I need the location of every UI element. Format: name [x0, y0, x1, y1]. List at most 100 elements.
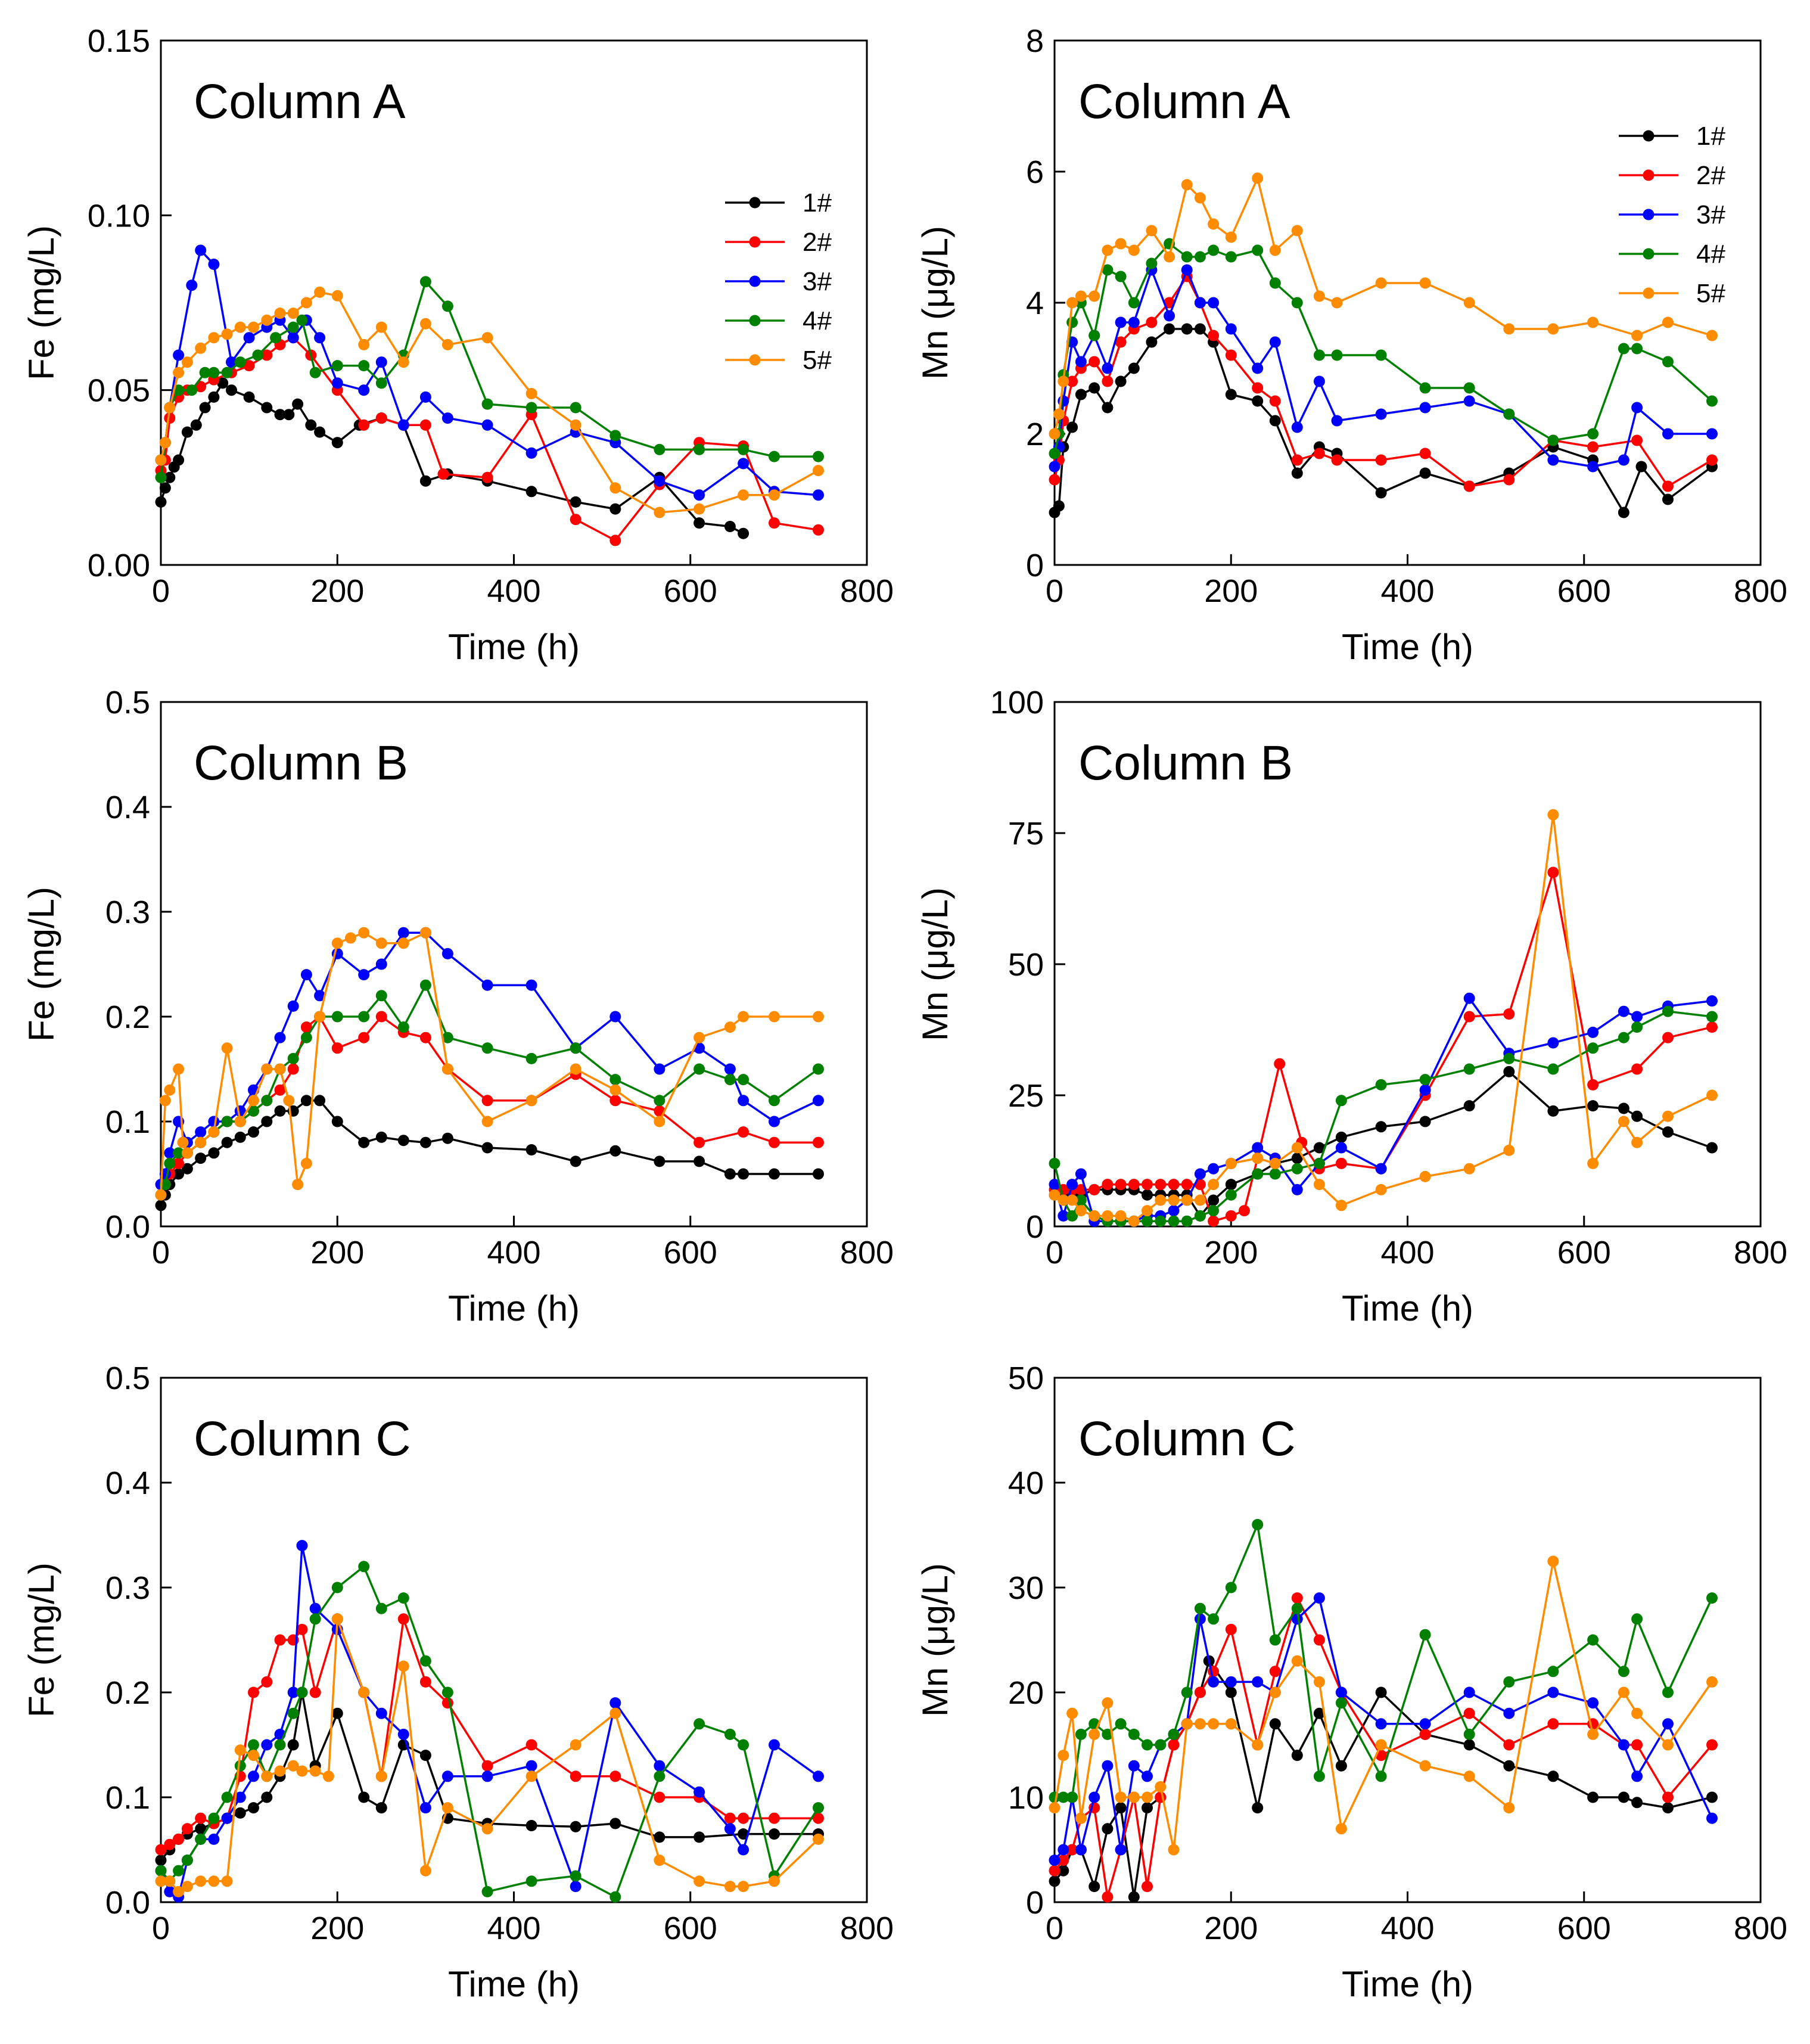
data-point [287, 1760, 299, 1772]
data-point [1706, 1592, 1718, 1604]
data-point [1547, 1666, 1559, 1678]
data-point [397, 1135, 409, 1147]
data-point [1181, 1179, 1193, 1191]
data-point [181, 426, 193, 438]
data-point [525, 402, 537, 414]
data-point [1706, 330, 1718, 341]
legend-label: 2# [803, 228, 832, 257]
data-point [1419, 402, 1431, 414]
data-point [358, 927, 370, 939]
data-point [358, 1032, 370, 1043]
data-point [1618, 454, 1629, 466]
data-point [1662, 1686, 1674, 1698]
data-point [1089, 1791, 1100, 1803]
data-point [1049, 448, 1061, 459]
data-point [1662, 480, 1674, 492]
data-point [1291, 467, 1303, 479]
data-point [287, 307, 299, 319]
x-tick-label: 400 [487, 573, 540, 609]
legend-item: 4# [1619, 240, 1725, 269]
data-point [724, 1728, 736, 1740]
y-axis-label: Fe (mg/L) [21, 1562, 61, 1717]
legend-item: 1# [725, 188, 832, 218]
data-point [159, 482, 171, 494]
data-point [738, 443, 749, 455]
data-point [1128, 297, 1140, 309]
data-point [1194, 1686, 1206, 1698]
data-point [1587, 1100, 1599, 1112]
data-point [173, 1885, 185, 1897]
data-point [331, 377, 343, 389]
data-point [1269, 1718, 1281, 1730]
data-point [525, 486, 537, 498]
y-tick-label: 0.3 [105, 894, 150, 930]
data-point [274, 1105, 286, 1117]
x-tick-label: 0 [152, 1235, 170, 1270]
data-point [1128, 1179, 1140, 1191]
data-point [1662, 316, 1674, 328]
x-tick-label: 400 [1380, 1235, 1434, 1270]
data-point [358, 1791, 370, 1803]
data-point [1049, 428, 1061, 440]
data-point [1618, 1791, 1629, 1803]
data-point [208, 332, 220, 344]
data-point [248, 1802, 259, 1814]
legend-label: 5# [803, 346, 832, 375]
data-point [1089, 290, 1100, 302]
data-point [1208, 1194, 1220, 1206]
data-point [654, 1791, 665, 1803]
x-tick-label: 0 [152, 1911, 170, 1946]
data-point [164, 1157, 176, 1169]
data-point [570, 496, 581, 508]
data-point [287, 321, 299, 333]
data-point [481, 1116, 493, 1127]
data-point [287, 1686, 299, 1698]
legend-label: 3# [1696, 200, 1725, 229]
y-tick-label: 0.05 [88, 373, 150, 409]
data-point [1335, 1095, 1347, 1107]
data-point [1102, 1728, 1114, 1740]
data-point [1208, 218, 1220, 230]
data-point [1631, 1136, 1643, 1148]
data-point [1335, 1157, 1347, 1169]
data-point [1225, 1686, 1237, 1698]
data-point [164, 402, 176, 414]
panel-b-mn: 0 200 400 600 800 0 25 50 75 100 Time (h) Mn (μg/L)… [915, 685, 1787, 1328]
data-point [173, 1865, 185, 1877]
data-point [1635, 461, 1647, 473]
data-point [1181, 1194, 1193, 1206]
data-point [1331, 297, 1343, 309]
data-point [609, 535, 621, 546]
data-point [1375, 349, 1387, 361]
data-point [375, 1707, 387, 1719]
data-point [525, 1052, 537, 1064]
data-point [195, 1136, 207, 1148]
panel-title: Column C [194, 1412, 411, 1466]
panel-c-fe: 0 200 400 600 800 0.0 0.1 0.2 0.3 0.4 0.5 Time (h) F… [21, 1360, 894, 2004]
data-point [1291, 421, 1303, 433]
data-point [397, 1613, 409, 1625]
data-point [1252, 1676, 1264, 1688]
data-point [1075, 1844, 1087, 1856]
data-point [1313, 1157, 1325, 1169]
y-tick-label: 10 [1008, 1780, 1044, 1816]
data-point [300, 1095, 312, 1107]
data-point [1168, 1205, 1180, 1217]
data-point [397, 1021, 409, 1033]
data-point [769, 1875, 780, 1887]
data-point [1181, 1215, 1193, 1227]
data-point [375, 1770, 387, 1782]
data-point [738, 1168, 749, 1180]
data-point [234, 1744, 246, 1756]
data-point [1547, 1718, 1559, 1730]
data-point [1102, 375, 1114, 387]
data-point [1128, 316, 1140, 328]
data-point [375, 1131, 387, 1143]
data-point [1089, 356, 1100, 368]
data-point [1142, 1791, 1153, 1803]
data-point [1208, 297, 1220, 309]
x-tick-label: 0 [1046, 1235, 1063, 1270]
data-point [1155, 1179, 1167, 1191]
x-tick-label: 200 [1204, 1235, 1258, 1270]
data-point [738, 1739, 749, 1751]
